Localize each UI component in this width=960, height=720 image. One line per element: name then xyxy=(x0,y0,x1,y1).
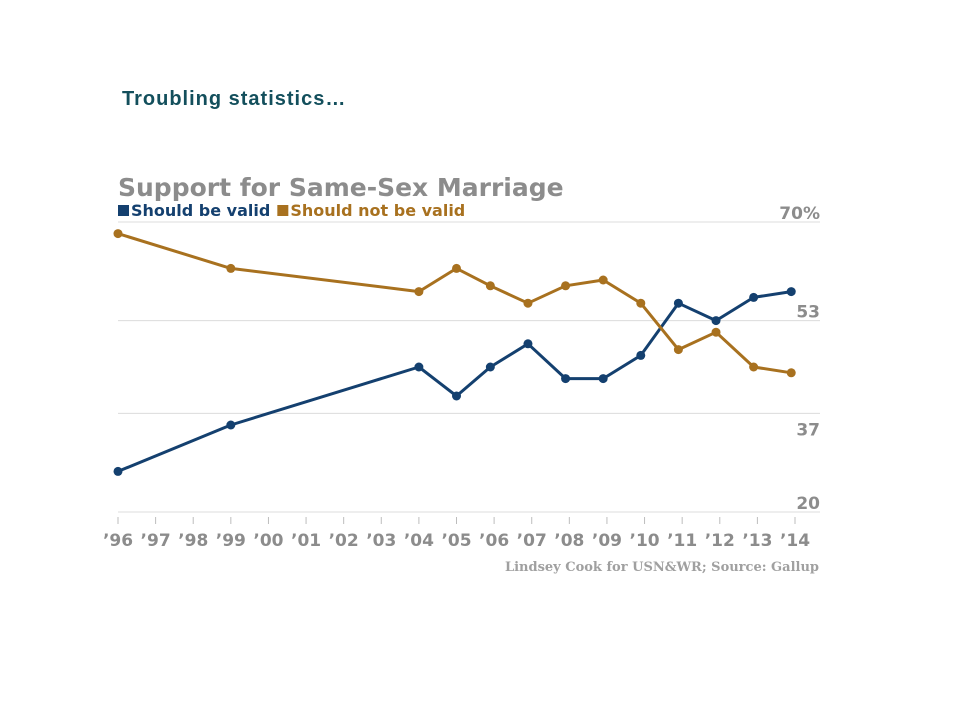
series-point-0 xyxy=(523,339,533,349)
legend-label-1: Should not be valid xyxy=(290,201,465,220)
x-tick-label: ’06 xyxy=(479,531,509,551)
x-tick-label: ’02 xyxy=(329,531,359,551)
series-point-1 xyxy=(711,327,721,337)
series-point-0 xyxy=(485,362,495,372)
x-axis-labels: ’96 ’97 ’98 ’99 ’00 ’01 ’02 ’03 ’04 ’05 ’06 ’07 ’08 ’… xyxy=(103,517,810,551)
x-tick-label: ’05 xyxy=(441,531,471,551)
series-point-1 xyxy=(414,287,424,297)
x-tick-label: ’01 xyxy=(291,531,321,551)
x-tick-label: ’10 xyxy=(629,531,659,551)
chart-legend: Should be valid Should not be valid xyxy=(118,201,465,220)
series-point-1 xyxy=(749,362,759,372)
series-point-1 xyxy=(452,263,461,273)
series-point-0 xyxy=(711,316,721,326)
x-tick-label: ’12 xyxy=(705,531,735,551)
y-tick-label: 20 xyxy=(796,494,820,514)
y-tick-label: 70% xyxy=(779,204,820,224)
y-tick-label: 53 xyxy=(796,303,820,323)
series-line-1 xyxy=(117,232,792,375)
x-tick-label: ’03 xyxy=(366,531,396,551)
x-tick-label: ’08 xyxy=(554,531,584,551)
series-point-1 xyxy=(673,345,683,355)
series-point-1 xyxy=(561,281,571,291)
chart-source: Lindsey Cook for USN&WR; Source: Gallup xyxy=(505,560,819,575)
legend-swatch-1 xyxy=(277,205,289,216)
chart-series xyxy=(113,229,796,476)
series-point-1 xyxy=(523,298,533,308)
legend-label-0: Should be valid xyxy=(131,201,270,220)
x-tick-label: ’11 xyxy=(667,531,697,551)
series-line-0 xyxy=(117,290,792,473)
series-point-0 xyxy=(598,374,608,384)
series-point-0 xyxy=(414,362,424,372)
series-point-1 xyxy=(485,281,495,291)
series-point-1 xyxy=(226,263,236,273)
series-point-0 xyxy=(673,298,683,308)
series-point-0 xyxy=(452,391,461,401)
chart-title: Support for Same-Sex Marriage xyxy=(118,173,564,202)
x-tick-label: ’04 xyxy=(404,531,434,551)
x-tick-label: ’13 xyxy=(742,531,772,551)
y-tick-label: 37 xyxy=(796,420,820,440)
x-tick-label: ’98 xyxy=(178,531,208,551)
x-tick-label: ’00 xyxy=(253,531,283,551)
x-tick-label: ’99 xyxy=(216,531,246,551)
y-axis-labels: 70% 53 37 20 xyxy=(779,204,820,514)
series-point-0 xyxy=(226,420,236,430)
series-point-0 xyxy=(786,287,796,297)
series-point-1 xyxy=(113,229,123,239)
series-point-1 xyxy=(598,275,608,285)
series-point-1 xyxy=(786,368,796,378)
series-point-0 xyxy=(113,466,123,476)
legend-swatch-0 xyxy=(118,205,129,216)
chart-grid xyxy=(118,221,820,513)
x-tick-label: ’07 xyxy=(517,531,547,551)
x-tick-label: ’96 xyxy=(103,531,133,551)
series-point-1 xyxy=(636,298,646,308)
x-tick-label: ’97 xyxy=(141,531,171,551)
series-point-0 xyxy=(749,292,759,302)
x-tick-label: ’14 xyxy=(780,531,810,551)
slide-title: Troubling statistics… xyxy=(122,88,347,110)
x-tick-label: ’09 xyxy=(592,531,622,551)
series-point-0 xyxy=(636,350,646,360)
series-point-0 xyxy=(561,374,571,384)
